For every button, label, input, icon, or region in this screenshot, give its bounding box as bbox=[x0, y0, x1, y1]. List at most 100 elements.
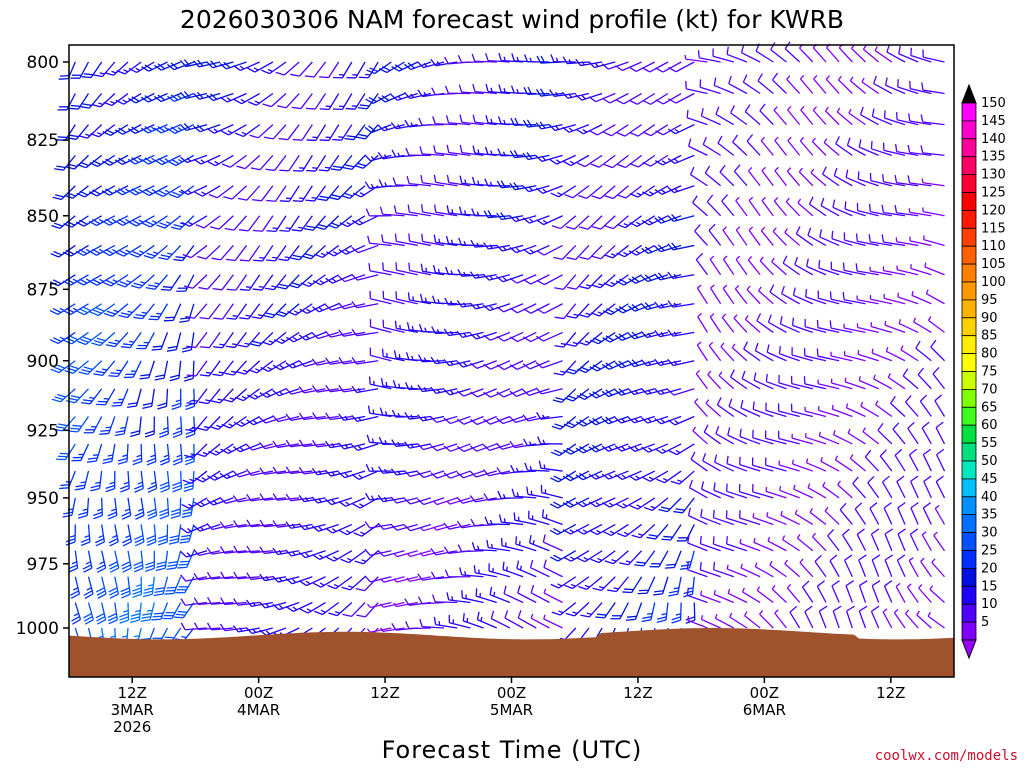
wind-barb bbox=[378, 179, 405, 188]
wind-barb bbox=[489, 586, 511, 604]
wind-barb bbox=[232, 470, 260, 478]
wind-barb bbox=[345, 93, 366, 110]
wind-barb bbox=[554, 274, 577, 290]
wind-barb bbox=[536, 244, 563, 256]
wind-barb bbox=[351, 301, 379, 309]
wind-barb bbox=[86, 443, 103, 463]
credit-text: coolwx.com/models bbox=[875, 748, 1018, 764]
wind-barb bbox=[770, 42, 787, 63]
wind-barb bbox=[173, 602, 195, 619]
wind-barb bbox=[220, 124, 247, 136]
wind-barb bbox=[285, 466, 313, 475]
wind-barb bbox=[590, 550, 616, 564]
wind-barb bbox=[906, 583, 919, 603]
wind-barb bbox=[720, 342, 735, 362]
wind-barb bbox=[406, 576, 432, 582]
wind-barb bbox=[637, 576, 656, 595]
wind-barb bbox=[193, 548, 221, 557]
colorbar-label: 150 bbox=[981, 96, 1006, 111]
wind-barb bbox=[575, 470, 603, 481]
wind-barb bbox=[909, 80, 932, 95]
wind-barb bbox=[431, 594, 458, 604]
wind-barb bbox=[180, 185, 208, 196]
wind-barb bbox=[725, 483, 748, 499]
wind-barb bbox=[812, 106, 827, 126]
wind-barb bbox=[115, 92, 142, 105]
wind-barb bbox=[213, 332, 234, 349]
wind-barb bbox=[418, 354, 445, 363]
wind-barb bbox=[523, 54, 550, 63]
wind-barb bbox=[183, 360, 195, 382]
wind-barb bbox=[721, 194, 735, 217]
wind-barb bbox=[115, 124, 142, 135]
wind-barb bbox=[159, 416, 169, 438]
wind-barb bbox=[910, 502, 919, 525]
wind-barb bbox=[629, 124, 656, 137]
wind-barb bbox=[193, 597, 221, 606]
wind-barb bbox=[366, 434, 392, 445]
wind-barb bbox=[667, 329, 695, 337]
wind-barb bbox=[696, 341, 709, 362]
wind-barb bbox=[601, 470, 629, 480]
wind-barb bbox=[456, 443, 484, 453]
wind-barb bbox=[873, 75, 893, 95]
wind-barb bbox=[871, 580, 881, 603]
colorbar-label: 25 bbox=[981, 544, 998, 559]
wind-barb bbox=[817, 406, 840, 418]
colorbar-swatch bbox=[961, 388, 977, 408]
wind-barb bbox=[338, 356, 366, 365]
wind-barb bbox=[314, 601, 340, 616]
wind-barb bbox=[272, 520, 300, 528]
wind-barb bbox=[159, 443, 170, 466]
x-tick-label: 12Z bbox=[623, 684, 652, 702]
wind-barb bbox=[132, 443, 143, 466]
wind-barb bbox=[369, 347, 392, 362]
wind-barb bbox=[734, 284, 748, 305]
wind-barb bbox=[894, 448, 906, 472]
wind-barb bbox=[924, 262, 945, 276]
wind-barb bbox=[896, 475, 906, 499]
wind-barb bbox=[722, 226, 735, 246]
wind-barb bbox=[329, 185, 353, 201]
wind-barb bbox=[74, 470, 90, 491]
wind-barb bbox=[145, 550, 155, 572]
wind-barb bbox=[206, 523, 234, 531]
wind-barb bbox=[554, 332, 577, 348]
wind-barb bbox=[936, 448, 946, 472]
wind-barb bbox=[871, 554, 881, 577]
wind-barb bbox=[550, 185, 577, 198]
wind-barb bbox=[417, 443, 445, 451]
wind-barb bbox=[909, 528, 919, 552]
wind-barb bbox=[405, 352, 431, 362]
wind-barb bbox=[497, 490, 524, 499]
wind-barb bbox=[461, 590, 484, 604]
wind-barb bbox=[742, 74, 761, 95]
wind-barb bbox=[601, 360, 629, 370]
wind-barb bbox=[293, 155, 313, 172]
wind-barb bbox=[393, 576, 418, 583]
wind-barb bbox=[448, 614, 471, 629]
wind-barb bbox=[183, 274, 208, 289]
wind-barb bbox=[536, 412, 563, 420]
wind-barb bbox=[748, 196, 761, 217]
wind-barb bbox=[199, 332, 221, 349]
wind-barb bbox=[883, 502, 893, 525]
wind-barb bbox=[867, 475, 880, 499]
wind-barb bbox=[578, 215, 603, 230]
wind-barb bbox=[247, 388, 274, 400]
wind-barb bbox=[747, 166, 761, 187]
wind-barb bbox=[818, 605, 828, 629]
wind-barb bbox=[76, 303, 103, 316]
wind-barb bbox=[180, 598, 208, 606]
wind-barb bbox=[509, 415, 537, 424]
wind-barb bbox=[930, 339, 945, 362]
wind-barb bbox=[787, 105, 801, 126]
wind-barb bbox=[194, 185, 221, 197]
wind-barb bbox=[537, 436, 563, 445]
wind-barb bbox=[120, 332, 142, 349]
wind-barb bbox=[392, 177, 418, 187]
colorbar-swatch bbox=[961, 317, 977, 337]
colorbar-swatch bbox=[961, 406, 977, 426]
wind-barb bbox=[654, 443, 682, 454]
wind-barb bbox=[107, 497, 118, 520]
